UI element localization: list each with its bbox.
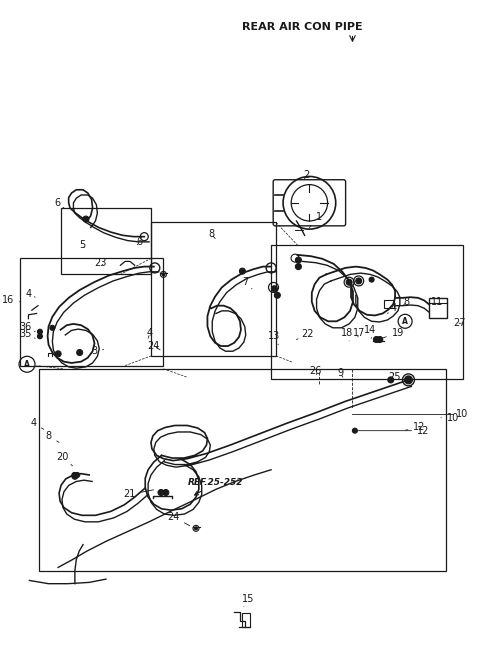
Text: 24: 24 (167, 511, 190, 526)
Circle shape (72, 473, 78, 479)
Circle shape (158, 490, 164, 496)
Text: 8: 8 (208, 229, 215, 239)
Circle shape (75, 473, 80, 477)
Text: 35: 35 (19, 329, 35, 340)
Bar (429, 298, 447, 318)
Text: 10: 10 (456, 409, 468, 419)
Circle shape (77, 349, 83, 355)
Circle shape (352, 428, 357, 433)
Text: 4: 4 (30, 418, 44, 430)
Text: 17: 17 (352, 328, 365, 338)
Circle shape (295, 257, 301, 263)
Bar (152, 222, 276, 356)
Circle shape (388, 377, 394, 383)
Circle shape (83, 216, 89, 222)
Text: 8: 8 (46, 431, 59, 442)
Circle shape (50, 325, 55, 330)
Text: 13: 13 (268, 331, 281, 345)
Circle shape (369, 277, 374, 282)
Circle shape (346, 279, 352, 285)
Text: 4: 4 (387, 303, 397, 313)
Text: 19: 19 (381, 328, 404, 339)
Text: 1: 1 (310, 212, 322, 227)
Text: 18: 18 (341, 328, 353, 341)
Text: 3: 3 (91, 346, 104, 357)
Text: 7: 7 (242, 278, 252, 289)
Text: REAR AIR CON PIPE: REAR AIR CON PIPE (242, 22, 362, 32)
Text: 12: 12 (406, 422, 426, 432)
Circle shape (377, 336, 383, 343)
Text: REF.25-252: REF.25-252 (187, 478, 243, 495)
Circle shape (72, 473, 77, 477)
Circle shape (162, 273, 165, 276)
Text: 16: 16 (2, 295, 20, 306)
Text: 8: 8 (404, 296, 409, 307)
Text: 4: 4 (25, 289, 35, 299)
Text: 6: 6 (54, 198, 64, 208)
Circle shape (37, 334, 42, 339)
Text: 2: 2 (303, 170, 309, 180)
Text: 23: 23 (94, 258, 107, 268)
Bar (60, 208, 152, 274)
Bar (20, 258, 163, 366)
Circle shape (240, 268, 245, 274)
Circle shape (163, 490, 169, 496)
Text: 9: 9 (337, 368, 344, 378)
Circle shape (405, 376, 412, 384)
Bar (271, 245, 463, 379)
Circle shape (295, 264, 301, 270)
Text: 12: 12 (358, 426, 430, 436)
Bar (384, 300, 394, 308)
Bar (242, 613, 251, 627)
Text: 26: 26 (310, 366, 322, 375)
Text: 20: 20 (56, 452, 72, 466)
Circle shape (194, 527, 197, 530)
Text: 4: 4 (147, 328, 153, 338)
Text: 14: 14 (364, 325, 376, 338)
Circle shape (373, 336, 379, 343)
Circle shape (356, 278, 362, 284)
Text: A: A (24, 360, 30, 369)
Text: 27: 27 (453, 318, 466, 328)
Circle shape (37, 329, 42, 334)
Text: 21: 21 (124, 490, 154, 500)
Text: 15: 15 (242, 594, 255, 607)
Text: 11: 11 (431, 296, 444, 307)
Text: 25: 25 (388, 372, 400, 382)
Circle shape (272, 286, 277, 292)
Text: 24: 24 (148, 341, 160, 351)
Circle shape (55, 351, 61, 357)
Text: 6: 6 (136, 237, 143, 247)
Text: A: A (402, 317, 408, 326)
Text: 36: 36 (20, 321, 35, 332)
Circle shape (275, 293, 280, 298)
Text: 22: 22 (297, 329, 313, 340)
Text: 5: 5 (79, 240, 85, 250)
Bar (39, 369, 446, 571)
Text: 10: 10 (441, 413, 459, 422)
